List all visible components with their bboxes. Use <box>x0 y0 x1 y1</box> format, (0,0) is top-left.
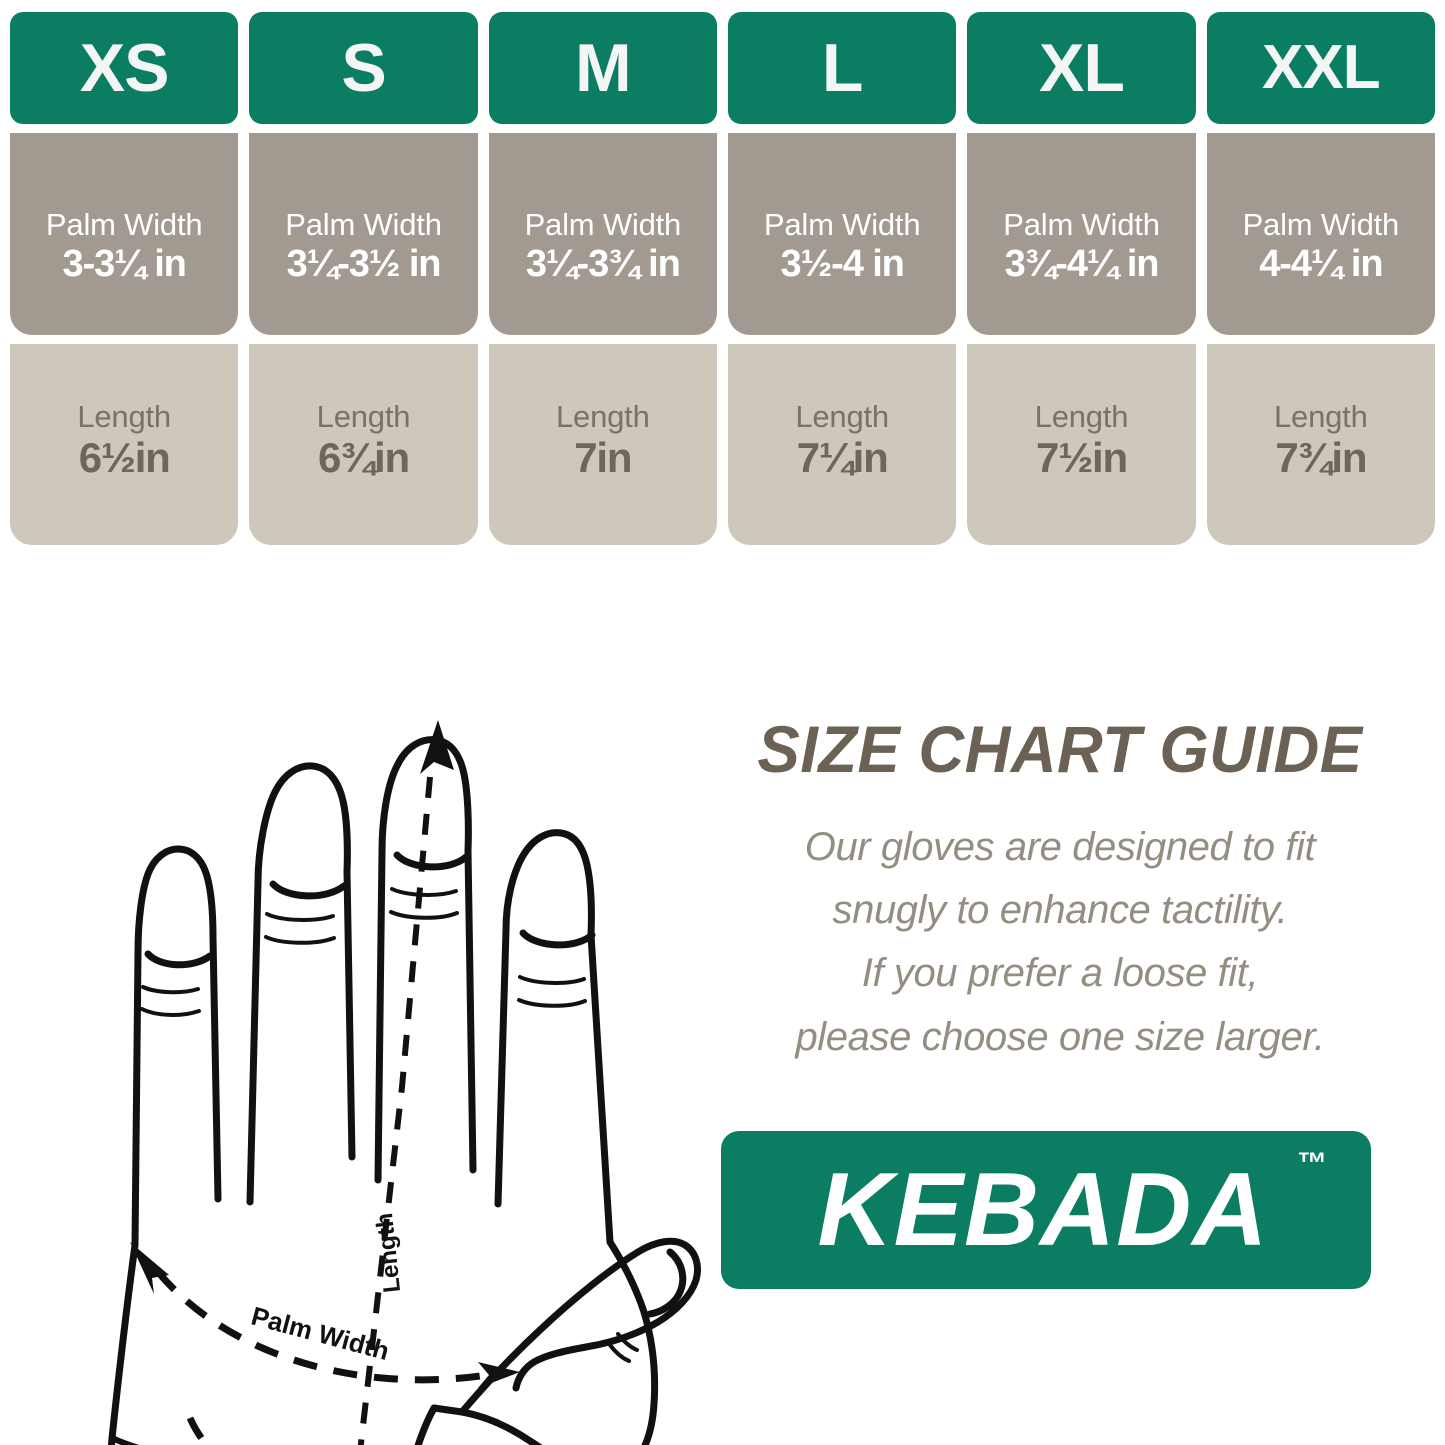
length-cell-l: Length 7¼in <box>727 344 957 545</box>
palm-width-label: Palm Width <box>45 207 203 243</box>
length-label: Length <box>795 399 889 434</box>
palm-width-value: 3½-4 in <box>780 243 905 286</box>
length-measure-line <box>357 776 433 1445</box>
page-title: SIZE CHART GUIDE <box>757 712 1363 786</box>
palm-width-value: 3¼-3¾ in <box>525 243 681 286</box>
size-header-xl: XL <box>967 12 1196 124</box>
guide-text-line-1: Our gloves are designed to fit <box>804 825 1316 869</box>
length-label: Length <box>1034 399 1129 434</box>
length-cell-s: Length 6¾in <box>249 344 478 545</box>
length-cell-xs: Length 6½in <box>10 344 239 545</box>
palm-width-measure-line <box>155 1269 481 1384</box>
size-header-l: L <box>727 12 957 124</box>
palm-width-label: Palm Width <box>1003 207 1160 243</box>
brand-logo-badge: KEBADA ™ <box>721 1131 1371 1289</box>
length-value: 6½in <box>78 433 171 481</box>
size-header-xxl: XXL <box>1206 12 1435 124</box>
length-value: 7½in <box>1036 433 1128 481</box>
hand-measurement-diagram: Palm Width Length <box>30 552 730 1445</box>
length-value: 7¾in <box>1275 433 1367 481</box>
size-chart-guide-panel: SIZE CHART GUIDE Our gloves are designed… <box>715 716 1405 1069</box>
palm-width-cell-m: Palm Width 3¼-3¾ in <box>488 133 717 335</box>
palm-width-value: 4-4¼ in <box>1259 243 1383 286</box>
guide-text-line-2: snugly to enhance tactility. <box>832 888 1288 933</box>
length-cell-m: Length 7in <box>488 344 717 545</box>
length-label: Length <box>316 399 411 434</box>
length-label: Length <box>77 399 171 434</box>
palm-width-cell-xxl: Palm Width 4-4¼ in <box>1206 133 1435 335</box>
palm-width-arrow-right-icon <box>478 1362 520 1388</box>
wrist-measure-arc <box>186 1416 212 1445</box>
length-arrow-up-icon <box>420 720 454 774</box>
brand-wordmark: KEBADA <box>817 1152 1269 1268</box>
palm-width-cell-l: Palm Width 3½-4 in <box>727 133 957 335</box>
length-value: 7in <box>574 433 632 481</box>
length-value: 7¼in <box>796 433 889 481</box>
length-label: Length <box>1274 399 1368 434</box>
palm-width-cell-s: Palm Width 3¼-3½ in <box>249 133 478 335</box>
length-cell-xl: Length 7½in <box>967 344 1196 545</box>
palm-width-label: Palm Width <box>524 207 682 243</box>
palm-width-cell-xl: Palm Width 3¾-4¼ in <box>967 133 1196 335</box>
size-header-xs: XS <box>10 12 239 124</box>
palm-width-arrow-left-icon <box>130 1242 169 1294</box>
length-value: 6¾in <box>318 433 410 481</box>
length-label: Length <box>556 399 650 434</box>
palm-width-label: Palm Width <box>1242 207 1400 243</box>
length-diagram-label: Length <box>371 1212 406 1294</box>
palm-width-label: Palm Width <box>763 207 921 243</box>
palm-width-value: 3¾-4¼ in <box>1004 243 1160 286</box>
palm-width-value: 3-3¼ in <box>62 243 187 286</box>
hand-outline-icon: Palm Width Length <box>107 720 702 1445</box>
size-header-s: S <box>249 12 478 124</box>
length-cell-xxl: Length 7¾in <box>1206 344 1435 545</box>
palm-width-value: 3¼-3½ in <box>286 243 442 286</box>
guide-text-line-4: please choose one size larger. <box>795 1014 1325 1059</box>
palm-width-label: Palm Width <box>285 207 442 243</box>
size-header-m: M <box>488 12 717 124</box>
size-chart-table: XS S M L XL XXL Palm Width 3-3¼ in Palm … <box>10 12 1435 545</box>
palm-width-cell-xs: Palm Width 3-3¼ in <box>10 133 239 335</box>
trademark-symbol: ™ <box>1297 1147 1327 1180</box>
guide-text-line-3: If you prefer a loose fit, <box>861 951 1259 996</box>
